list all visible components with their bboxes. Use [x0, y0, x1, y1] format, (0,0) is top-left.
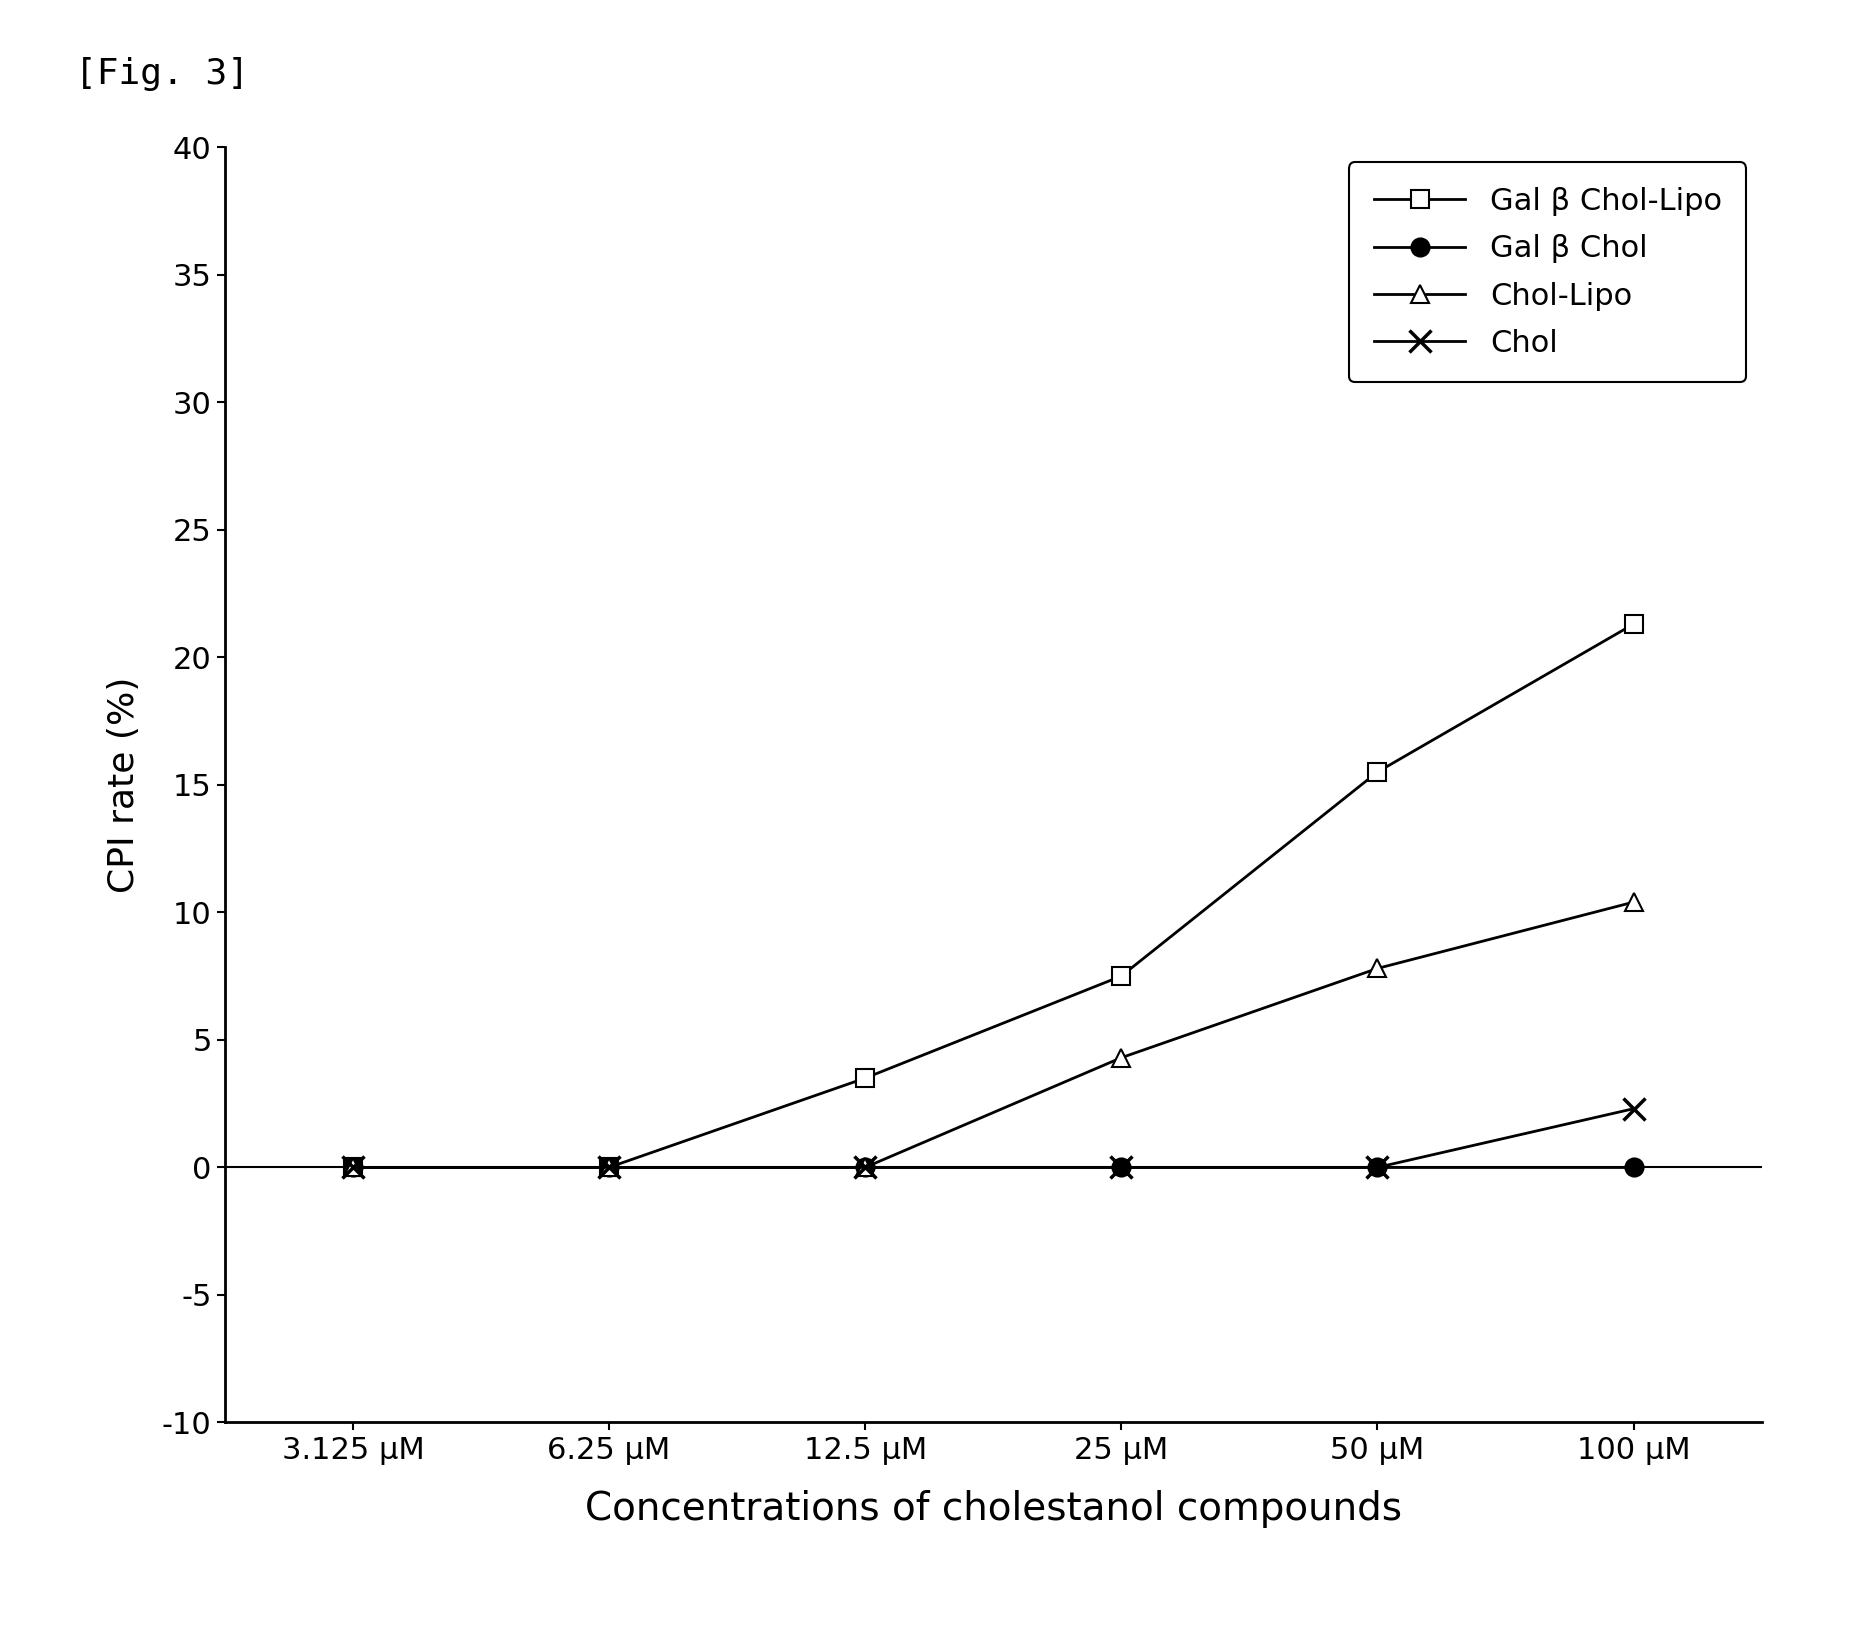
- Chol-Lipo: [854, 1158, 877, 1177]
- Chol-Lipo: [341, 1158, 363, 1177]
- Chol-Lipo: [1365, 958, 1388, 978]
- Gal β Chol: [597, 1158, 620, 1177]
- Legend: Gal β Chol-Lipo, Gal β Chol, Chol-Lipo, Chol: Gal β Chol-Lipo, Gal β Chol, Chol-Lipo, …: [1349, 162, 1746, 383]
- Line: Chol: Chol: [341, 1097, 1644, 1179]
- Line: Chol-Lipo: Chol-Lipo: [345, 893, 1641, 1177]
- Gal β Chol-Lipo: [854, 1068, 877, 1087]
- Gal β Chol-Lipo: [1109, 966, 1131, 986]
- Chol: [1109, 1158, 1131, 1177]
- Gal β Chol-Lipo: [1365, 762, 1388, 782]
- Gal β Chol: [341, 1158, 363, 1177]
- X-axis label: Concentrations of cholestanol compounds: Concentrations of cholestanol compounds: [584, 1489, 1401, 1527]
- Chol-Lipo: [1622, 893, 1644, 912]
- Gal β Chol: [1365, 1158, 1388, 1177]
- Line: Gal β Chol: Gal β Chol: [345, 1158, 1641, 1177]
- Chol: [1622, 1099, 1644, 1118]
- Line: Gal β Chol-Lipo: Gal β Chol-Lipo: [345, 615, 1641, 1177]
- Y-axis label: CPI rate (%): CPI rate (%): [107, 677, 140, 893]
- Gal β Chol-Lipo: [341, 1158, 363, 1177]
- Chol: [597, 1158, 620, 1177]
- Text: [Fig. 3]: [Fig. 3]: [75, 57, 249, 92]
- Chol-Lipo: [1109, 1048, 1131, 1068]
- Gal β Chol: [1109, 1158, 1131, 1177]
- Chol-Lipo: [597, 1158, 620, 1177]
- Gal β Chol-Lipo: [597, 1158, 620, 1177]
- Chol: [854, 1158, 877, 1177]
- Chol: [1365, 1158, 1388, 1177]
- Chol: [341, 1158, 363, 1177]
- Gal β Chol: [854, 1158, 877, 1177]
- Gal β Chol: [1622, 1158, 1644, 1177]
- Gal β Chol-Lipo: [1622, 615, 1644, 634]
